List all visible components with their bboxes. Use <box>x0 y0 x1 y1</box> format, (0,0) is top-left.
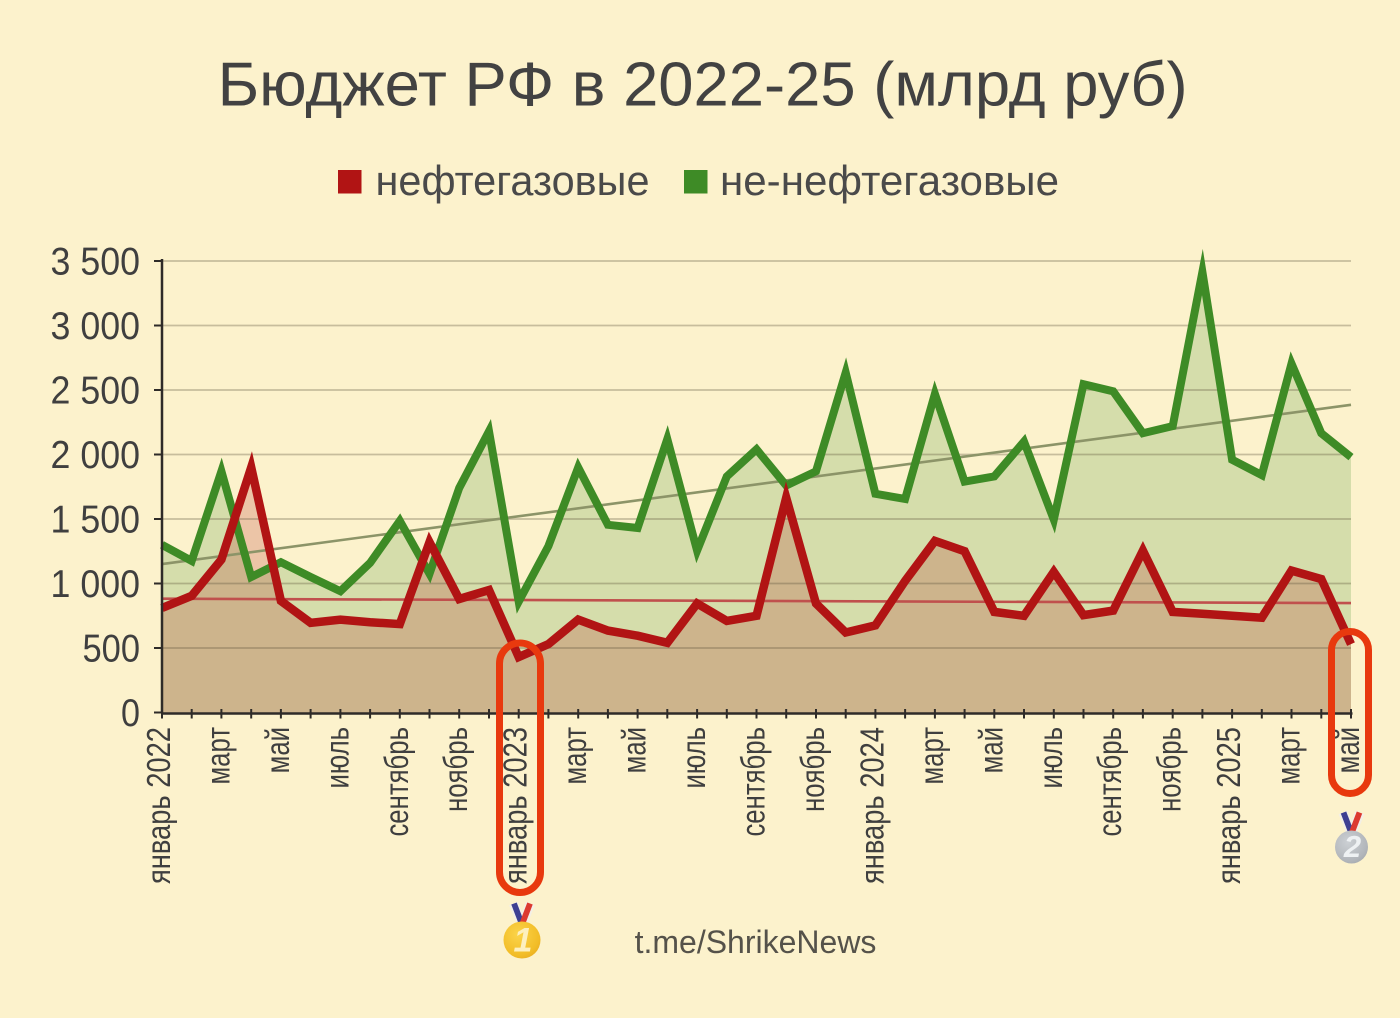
svg-text:март: март <box>557 727 594 785</box>
svg-text:1: 1 <box>514 922 533 960</box>
svg-text:500: 500 <box>83 628 141 671</box>
svg-text:ноябрь: ноябрь <box>795 727 832 812</box>
svg-text:Бюджет РФ в 2022-25 (млрд руб): Бюджет РФ в 2022-25 (млрд руб) <box>218 51 1188 120</box>
svg-text:январь 2022: январь 2022 <box>142 727 178 884</box>
svg-text:март: март <box>200 727 237 785</box>
svg-text:t.me/ShrikeNews: t.me/ShrikeNews <box>635 924 877 960</box>
svg-text:3 500: 3 500 <box>51 241 141 284</box>
svg-text:январь 2025: январь 2025 <box>1212 727 1248 884</box>
svg-text:май: май <box>617 727 654 773</box>
svg-text:2: 2 <box>1343 829 1361 864</box>
svg-text:1 500: 1 500 <box>51 499 141 542</box>
svg-text:не-нефтегазовые: не-нефтегазовые <box>720 157 1059 204</box>
svg-text:январь 2024: январь 2024 <box>855 727 891 884</box>
svg-text:март: март <box>1271 727 1308 785</box>
svg-text:сентябрь: сентябрь <box>379 727 416 837</box>
svg-text:0: 0 <box>121 692 140 735</box>
svg-text:3 000: 3 000 <box>51 305 141 348</box>
svg-text:сентябрь: сентябрь <box>1092 727 1129 837</box>
svg-text:март: март <box>914 727 951 785</box>
svg-text:1 000: 1 000 <box>51 563 141 606</box>
svg-text:ноябрь: ноябрь <box>1152 727 1189 812</box>
svg-text:2 000: 2 000 <box>51 434 141 477</box>
svg-text:июль: июль <box>676 727 713 789</box>
svg-text:май: май <box>1330 727 1367 773</box>
svg-text:июль: июль <box>1033 727 1070 789</box>
svg-text:ноябрь: ноябрь <box>438 727 475 812</box>
svg-text:май: май <box>973 727 1010 773</box>
svg-text:июль: июль <box>319 727 356 789</box>
svg-text:январь 2023: январь 2023 <box>498 727 534 884</box>
svg-text:2 500: 2 500 <box>51 370 141 413</box>
svg-text:сентябрь: сентябрь <box>736 727 773 837</box>
svg-text:май: май <box>260 727 297 773</box>
svg-text:нефтегазовые: нефтегазовые <box>376 157 650 204</box>
